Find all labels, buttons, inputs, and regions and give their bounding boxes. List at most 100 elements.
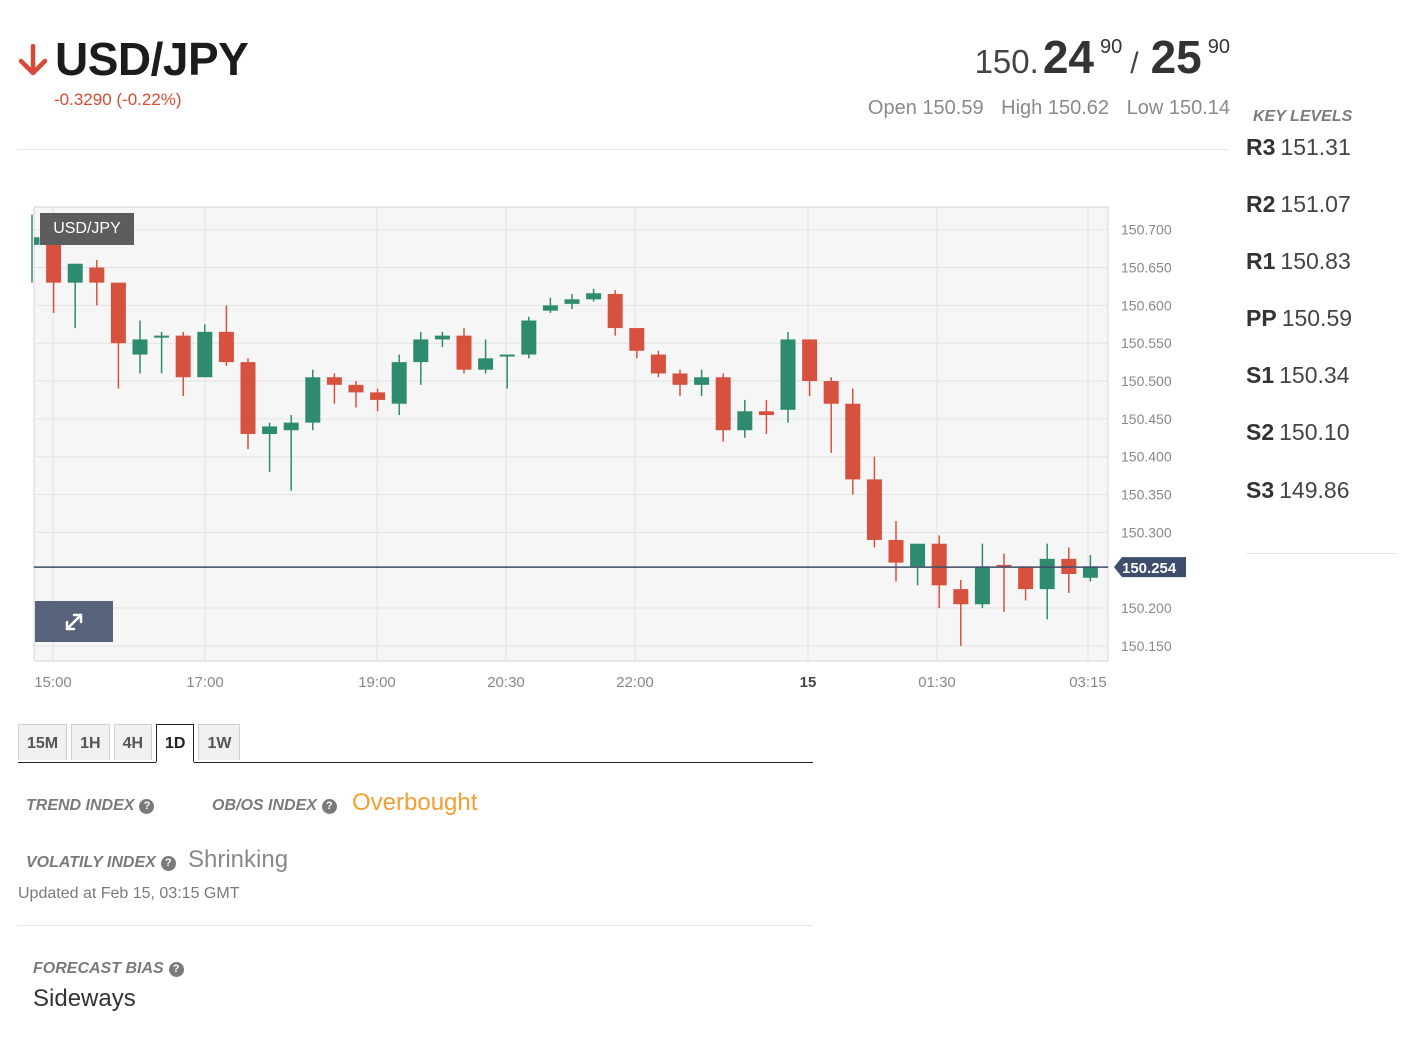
candle-body	[542, 305, 558, 311]
current-price-tag	[1114, 557, 1186, 578]
expand-chart-button[interactable]	[35, 601, 113, 642]
quote-separator: /	[1130, 47, 1139, 80]
key-level-s3: S3 149.86	[1246, 477, 1350, 504]
candle-body	[348, 384, 364, 393]
obos-index-value: Overbought	[352, 789, 478, 816]
tab-1w[interactable]: 1W	[198, 724, 241, 760]
candle-body	[802, 339, 818, 382]
x-tick-label: 22:00	[616, 674, 654, 691]
level-value: 150.59	[1281, 305, 1353, 331]
high-value: High 150.62	[1001, 97, 1110, 119]
candle-body	[197, 331, 213, 378]
candle-body	[1061, 558, 1077, 574]
candle-body	[607, 294, 623, 329]
key-level-r2: R2 151.07	[1246, 191, 1351, 218]
key-levels-title: KEY LEVELS	[1253, 108, 1353, 125]
x-tick-label: 20:30	[487, 674, 525, 691]
level-name: S3	[1246, 477, 1275, 503]
forecast-bias-value: Sideways	[33, 985, 136, 1012]
candle-body	[34, 237, 40, 245]
candle-body	[823, 381, 839, 404]
price-change: -0.3290 (-0.22%)	[54, 90, 182, 109]
y-tick-label: 150.600	[1121, 297, 1172, 313]
candle-body	[974, 566, 990, 605]
key-level-r1: R1 150.83	[1246, 248, 1351, 275]
candle-body	[845, 403, 861, 480]
candle-body	[672, 373, 688, 385]
bid-pips: 24	[1042, 31, 1094, 83]
x-tick-label: 03:15	[1069, 674, 1107, 691]
x-tick-label: 15:00	[34, 674, 72, 691]
candlestick-chart[interactable]: 150.700 150.650 150.600 150.550 150.500 150.4…	[0, 200, 1200, 700]
level-value: 150.10	[1279, 419, 1350, 445]
candle-body	[953, 589, 969, 605]
candle-body	[262, 426, 278, 434]
ask-pips: 25	[1150, 31, 1202, 83]
candle-body	[456, 335, 472, 370]
obos-index-label: OB/OS INDEX?	[212, 797, 337, 815]
candle-body	[434, 335, 450, 340]
timeframe-tabs: 15M 1H 4H 1D 1W	[18, 724, 813, 763]
x-tick-label: 17:00	[186, 674, 224, 691]
candle-body	[499, 354, 515, 357]
level-value: 150.34	[1279, 362, 1350, 388]
divider	[1246, 553, 1396, 554]
arrow-down-icon	[18, 43, 48, 78]
y-tick-label: 150.350	[1121, 487, 1172, 503]
volatility-index-label: VOLATILY INDEX?	[26, 854, 176, 872]
tab-4h[interactable]: 4H	[113, 724, 153, 760]
candle-body	[1039, 558, 1055, 590]
level-name: R2	[1246, 191, 1276, 217]
candle-body	[89, 267, 105, 283]
level-value: 151.07	[1280, 191, 1351, 217]
x-tick-label: 19:00	[358, 674, 396, 691]
tab-1h[interactable]: 1H	[71, 724, 110, 760]
plot-area	[33, 206, 1109, 662]
forecast-bias-text: FORECAST BIAS	[33, 960, 164, 977]
tab-1d[interactable]: 1D	[156, 724, 195, 763]
x-tick-label: 01:30	[918, 674, 956, 691]
y-tick-label: 150.700	[1121, 222, 1172, 238]
trend-index-text: TREND INDEX	[26, 797, 135, 814]
tab-15m[interactable]: 15M	[18, 724, 68, 760]
candle-body	[110, 282, 126, 344]
candle-body	[413, 339, 429, 363]
candle-body	[478, 358, 494, 370]
level-name: R3	[1246, 134, 1276, 160]
candle-body	[326, 377, 342, 385]
forecast-bias-label: FORECAST BIAS?	[33, 960, 184, 978]
y-tick-label: 150.200	[1121, 600, 1172, 616]
y-tick-label: 150.500	[1121, 373, 1172, 389]
candle-body	[370, 392, 386, 400]
divider	[18, 149, 1228, 150]
candle-body	[629, 328, 645, 351]
candle-body	[521, 320, 537, 355]
help-icon[interactable]: ?	[321, 798, 337, 814]
level-value: 150.83	[1280, 248, 1351, 274]
candle-body	[888, 539, 904, 563]
low-value: Low 150.14	[1126, 97, 1230, 119]
candle-body	[780, 339, 796, 410]
x-tick-label: 15	[800, 674, 817, 691]
current-price-label: 150.254	[1122, 560, 1177, 577]
candle-body	[694, 377, 710, 385]
updated-timestamp: Updated at Feb 15, 03:15 GMT	[18, 885, 240, 902]
candle-body	[218, 331, 234, 363]
level-value: 151.31	[1280, 134, 1351, 160]
ask-fraction: 90	[1207, 36, 1230, 58]
candle-body	[1082, 566, 1098, 578]
level-name: PP	[1246, 305, 1277, 331]
candle-body	[866, 479, 882, 540]
help-icon[interactable]: ?	[160, 855, 176, 871]
level-name: R1	[1246, 248, 1276, 274]
candle-body	[996, 564, 1012, 567]
bid-fraction: 90	[1099, 36, 1123, 58]
candle-body	[391, 362, 407, 404]
key-level-pp: PP 150.59	[1246, 305, 1352, 332]
level-value: 149.86	[1279, 477, 1350, 503]
price-chart[interactable]: 150.700 150.650 150.600 150.550 150.500 150.4…	[0, 200, 1200, 700]
y-tick-label: 150.400	[1121, 449, 1172, 465]
candle-body	[67, 263, 83, 283]
help-icon[interactable]: ?	[168, 961, 184, 977]
help-icon[interactable]: ?	[139, 798, 155, 814]
